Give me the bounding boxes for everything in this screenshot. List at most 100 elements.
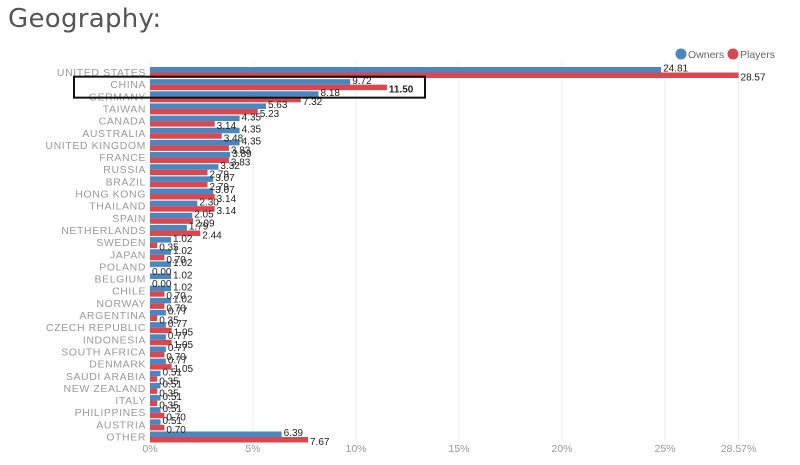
value-label-owners: 0.77 [168, 343, 188, 354]
value-label-players: 3.48 [224, 133, 244, 144]
value-label-players: 0.70 [166, 425, 186, 436]
value-label-owners: 9.72 [352, 76, 372, 87]
value-label-owners: 0.51 [163, 367, 183, 378]
bar-players [150, 133, 222, 139]
bar-players [150, 339, 172, 346]
bar-players [150, 181, 208, 188]
value-label-owners: 3.07 [215, 185, 235, 196]
value-label-owners: 0.51 [163, 380, 183, 391]
value-label-players: 3.14 [217, 206, 237, 217]
category-label: SOUTH AFRICA [61, 346, 146, 358]
bar-players [150, 84, 387, 91]
bar-players [150, 303, 165, 309]
bar-owners [150, 249, 172, 255]
value-label-players: 5.23 [260, 109, 280, 120]
legend-owners-label: Owners [688, 49, 724, 61]
category-label: BRAZIL [106, 176, 146, 188]
value-label-owners: 3.07 [215, 173, 235, 184]
category-label: CANADA [99, 116, 146, 128]
bar-players [150, 424, 165, 431]
category-label: CHILE [112, 286, 146, 298]
x-tick-label: 0% [142, 443, 157, 455]
category-label: AUSTRIA [96, 419, 146, 431]
value-label-players: 0.35 [159, 376, 179, 387]
highlight-box-group [73, 75, 426, 99]
highlight-box [73, 75, 426, 99]
category-labels: UNITED STATESCHINAGERMANYTAIWANCANADAAUS… [45, 67, 146, 444]
bar-owners [150, 285, 172, 292]
bar-owners [150, 79, 351, 85]
x-tick-label: 25% [654, 443, 675, 455]
bar-players [150, 169, 208, 176]
value-label-owners: 1.02 [173, 234, 193, 245]
value-label-players: 0.70 [166, 303, 186, 314]
value-label-players: 3.14 [217, 194, 237, 205]
bar-owners [150, 67, 662, 73]
value-label-owners: 5.63 [268, 100, 288, 111]
category-label: CHINA [110, 79, 146, 91]
category-label: CZECH REPUBLIC [46, 322, 146, 334]
value-label-owners: 4.35 [242, 124, 262, 135]
value-label-owners: 0.51 [163, 416, 183, 427]
bar-players [150, 145, 229, 151]
legend-players-swatch [727, 48, 739, 60]
value-label-owners: 24.81 [663, 64, 688, 75]
category-label: THAILAND [89, 201, 146, 213]
bar-owners [150, 370, 161, 377]
bar-owners [150, 358, 166, 365]
x-tick-label: 10% [345, 443, 366, 455]
value-label-owners: 0.77 [168, 355, 188, 366]
value-label-players: 0.00 [152, 279, 172, 290]
value-label-owners: 3.89 [232, 149, 252, 160]
bar-owners [150, 419, 161, 425]
bar-players [150, 327, 172, 334]
value-label-owners: 3.32 [220, 161, 240, 172]
category-label: SAUDI ARABIA [66, 371, 146, 383]
bar-players [150, 218, 194, 224]
category-label: FRANCE [99, 152, 146, 164]
value-label-players: 2.09 [195, 218, 215, 229]
value-label-players: 3.83 [231, 145, 251, 156]
bar-owners [150, 297, 172, 304]
bar-players [150, 437, 309, 443]
value-label-owners: 1.02 [173, 282, 193, 293]
value-label-players: 11.50 [389, 85, 414, 96]
page-title: Geography: [8, 4, 162, 34]
value-label-owners: 1.02 [173, 270, 193, 281]
value-label-players: 3.83 [231, 158, 251, 169]
x-tick-label: 15% [448, 443, 469, 455]
value-label-players: 28.57 [741, 73, 766, 84]
value-label-players: 0.70 [166, 352, 186, 363]
value-label-players: 0.70 [166, 255, 186, 266]
bar-owners [150, 103, 266, 109]
bar-players [150, 364, 172, 370]
bar-owners [150, 382, 161, 389]
category-label: NEW ZEALAND [64, 383, 146, 395]
bar-players [150, 157, 229, 164]
chart-legend: Owners Players [675, 48, 775, 61]
bar-owners [150, 261, 172, 267]
value-label-owners: 4.35 [242, 112, 262, 123]
value-label-players: 1.05 [174, 364, 194, 375]
value-label-owners: 8.18 [321, 88, 341, 99]
bar-players [150, 412, 165, 419]
category-label: AUSTRALIA [82, 128, 146, 140]
bar-players [150, 376, 158, 382]
value-label-owners: 1.02 [173, 295, 193, 306]
category-label: SPAIN [112, 213, 146, 225]
bar-owners [150, 310, 166, 316]
bar-players [150, 351, 165, 358]
category-label: OTHER [106, 432, 146, 444]
value-label-owners: 0.51 [163, 404, 183, 415]
value-label-players: 2.44 [202, 230, 222, 241]
value-label-players: 2.79 [209, 182, 229, 193]
bar-owners [150, 200, 198, 207]
bar-players [150, 400, 158, 407]
value-label-players: 3.14 [217, 121, 237, 132]
value-label-owners: 1.02 [173, 246, 193, 257]
category-label: POLAND [99, 261, 146, 273]
value-label-players: 0.70 [166, 291, 186, 302]
value-label-players: 0.35 [159, 388, 179, 399]
category-label: SWEDEN [96, 237, 146, 249]
bar-owners [150, 431, 282, 437]
